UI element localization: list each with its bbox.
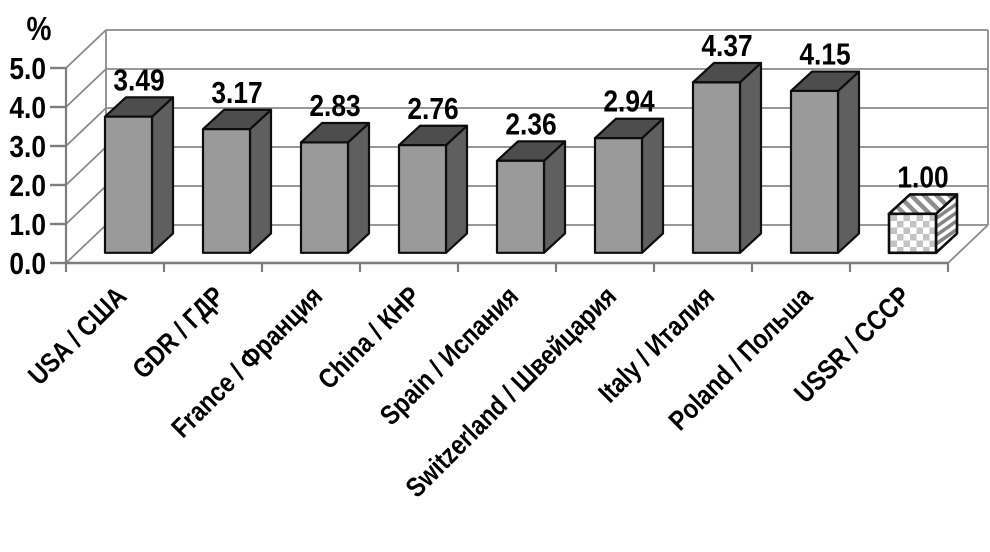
bar-spain [495,140,567,254]
y-tick-label-5.0: 5.0 [9,52,46,86]
bar-china-front-face [397,144,448,254]
gridline-diagonal-5.0 [65,29,107,69]
y-tick-label-0.0: 0.0 [9,247,46,281]
gridline-diagonal-3.0 [65,107,107,147]
bar-france-front-face [299,141,350,254]
y-tick-label-3.0: 3.0 [9,130,46,164]
y-tick-label-4.0: 4.0 [9,91,46,125]
bar-usa-side-face [150,96,175,254]
x-category-label-gdr: GDR / ГДР [127,281,231,385]
bars [103,61,959,255]
bar-ussr [887,193,959,255]
bar-italy [691,61,763,254]
bar-poland-side-face [836,70,861,254]
y-tick-label-1.0: 1.0 [9,208,46,242]
plot-frame [64,30,989,272]
value-label-china: 2.76 [407,92,458,126]
value-label-italy: 4.37 [701,29,752,63]
bar-usa [103,96,175,254]
value-label-usa: 3.49 [113,63,164,97]
bar-usa-front-face [103,115,154,254]
bar-switzerland-front-face [593,137,644,254]
bar-china-side-face [444,124,469,254]
bar-italy-front-face [691,81,742,254]
y-axis-unit-label: % [27,11,52,48]
bar-gdr [201,108,273,254]
value-label-gdr: 3.17 [211,76,262,110]
gridline-diagonal-0.0 [65,224,107,264]
bar-france-side-face [346,121,371,254]
bar-france [299,121,371,254]
bar-spain-front-face [495,159,546,254]
gridline-diagonal-2.0 [65,146,107,186]
bar-gdr-side-face [248,108,273,254]
bar-poland-front-face [789,89,840,254]
bar-gdr-front-face [201,128,252,254]
y-tick-label-2.0: 2.0 [9,169,46,203]
gridline-diagonal-1.0 [65,185,107,225]
bar-ussr-front-face [887,212,938,255]
value-label-france: 2.83 [309,89,360,123]
bar-italy-side-face [738,61,763,254]
x-category-label-usa: USA / США [23,281,133,391]
bar-china [397,124,469,254]
value-label-switzerland: 2.94 [603,85,654,119]
bar-poland [789,70,861,254]
bar-switzerland [593,117,665,254]
value-label-ussr: 1.00 [897,160,948,194]
value-label-poland: 4.15 [799,38,850,72]
value-label-spain: 2.36 [505,107,556,141]
floor-right-edge [947,224,989,264]
bar-switzerland-side-face [640,117,665,254]
gridline-diagonal-4.0 [65,68,107,108]
